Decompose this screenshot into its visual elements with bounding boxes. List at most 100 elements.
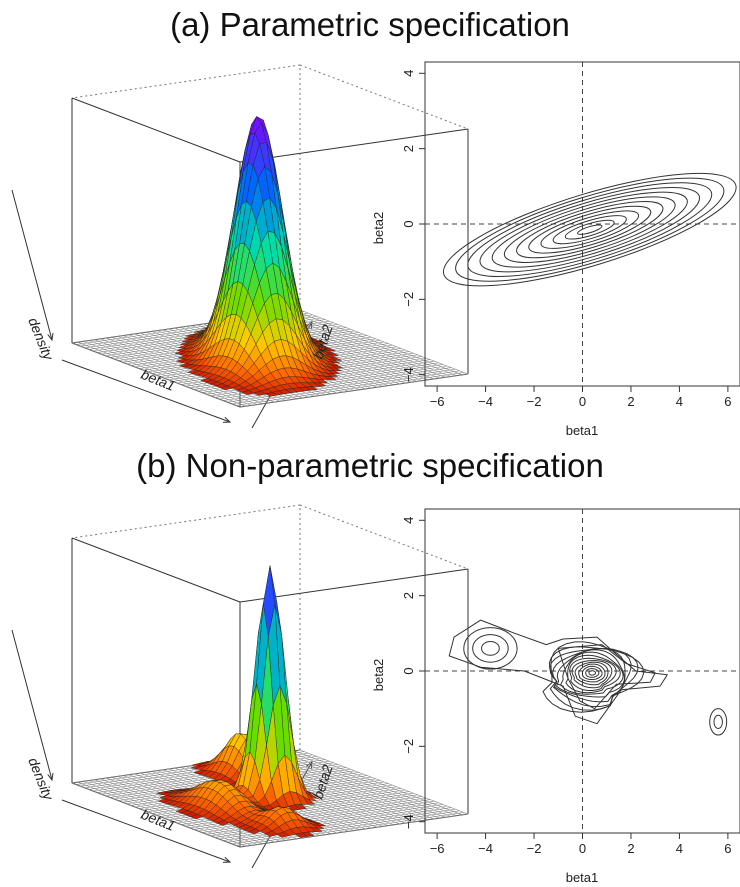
x-tick-label: 4 <box>676 394 683 409</box>
floor-grid-line <box>288 751 457 816</box>
floor-grid-line <box>288 311 457 376</box>
section-title-a: (a) Parametric specification <box>170 6 570 43</box>
contour-line <box>455 177 725 282</box>
y-tick-label: −2 <box>401 292 416 307</box>
contour-line <box>564 219 615 240</box>
floor-grid-line <box>223 367 452 401</box>
x-axis-arrow-head <box>222 416 232 423</box>
surface-mesh <box>156 565 326 838</box>
contour-line <box>578 663 606 683</box>
z-axis-arrow <box>11 629 53 781</box>
contour-line <box>569 657 617 691</box>
y-tick-label: 4 <box>401 517 416 524</box>
x-tick-label: −4 <box>478 841 493 856</box>
contour-line <box>491 191 688 268</box>
y-tick-label: 0 <box>401 220 416 227</box>
contour-line <box>528 205 652 254</box>
floor-grid-line <box>223 807 452 841</box>
x-tick-label: −2 <box>527 394 542 409</box>
contour-line <box>503 196 676 263</box>
z-axis-arrow-head <box>47 772 54 782</box>
contour-plot-parametric: −6 −4 −2 0 2 4 6 −4 −2 0 2 4 beta1 beta2 <box>371 61 740 438</box>
y-tick-label: 2 <box>401 145 416 152</box>
contour-line <box>709 708 728 736</box>
contour-line <box>540 210 640 249</box>
floor-grid-line <box>235 372 464 406</box>
contour-line <box>559 651 624 695</box>
floor-grid-line <box>277 753 446 818</box>
contour-line <box>516 201 664 259</box>
contour-line <box>565 654 621 694</box>
y-tick-label: −4 <box>401 367 416 382</box>
y-axis-label: beta2 <box>371 659 386 692</box>
section-title-b: (b) Non-parametric specification <box>136 447 604 484</box>
x-tick-label: 2 <box>627 394 634 409</box>
contour-lines <box>442 172 737 287</box>
y-axis-label: beta2 <box>371 212 386 245</box>
contour-line <box>549 647 632 708</box>
contour-line <box>472 634 509 663</box>
floor-grid-line <box>239 813 469 848</box>
contour-lines <box>448 619 728 736</box>
x-axis-arrow <box>61 359 231 423</box>
box-edge <box>71 64 301 99</box>
floor-grid-line <box>227 368 456 403</box>
contour-line <box>448 619 668 725</box>
contour-line <box>481 640 500 656</box>
contour-line <box>588 670 596 676</box>
contour-line <box>479 186 701 273</box>
x-tick-label: −6 <box>430 841 445 856</box>
floor-grid-line <box>235 812 464 846</box>
contour-line <box>552 215 627 245</box>
x-axis-label: beta1 <box>566 423 599 438</box>
contour-axes: −6 −4 −2 0 2 4 6 −4 −2 0 2 4 <box>401 61 740 409</box>
contour-line <box>542 641 645 713</box>
contour-line <box>574 661 609 686</box>
contour-line <box>463 627 518 670</box>
floor-grid-line <box>227 808 456 843</box>
box-edge <box>71 537 241 603</box>
surface-plot-parametric: density beta1 beta2 <box>11 64 469 429</box>
contour-line <box>577 224 603 235</box>
x-tick-label: 4 <box>676 841 683 856</box>
x-tick-label: 6 <box>724 841 731 856</box>
contour-line <box>467 182 713 278</box>
floor-grid-line <box>231 810 460 845</box>
box-edge <box>71 504 301 539</box>
floor-grid-line <box>282 312 452 377</box>
surface-patch <box>287 804 301 811</box>
y-tick-label: −4 <box>401 814 416 829</box>
contour-plot-nonparametric: −6 −4 −2 0 2 4 6 −4 −2 0 2 4 beta1 beta2 <box>371 508 740 885</box>
contour-line <box>585 667 600 678</box>
x-tick-label: 0 <box>579 841 586 856</box>
z-axis-arrow-head <box>47 332 54 342</box>
y-tick-label: 4 <box>401 70 416 77</box>
floor-grid-line <box>282 752 452 817</box>
box-edge <box>239 128 469 163</box>
contour-line <box>713 714 723 729</box>
surface-mesh <box>174 116 344 397</box>
x-tick-label: 6 <box>724 394 731 409</box>
y-tick-label: 2 <box>401 592 416 599</box>
contour-line <box>442 172 737 287</box>
floor-grid-line <box>271 753 440 819</box>
surface-patch <box>264 392 278 397</box>
x-tick-label: 0 <box>579 394 586 409</box>
floor-grid-line <box>218 805 448 840</box>
contour-line <box>557 644 656 710</box>
x-tick-label: −6 <box>430 394 445 409</box>
y-tick-label: 0 <box>401 667 416 674</box>
x-tick-label: 2 <box>627 841 634 856</box>
x-axis-label: beta1 <box>566 870 599 885</box>
contour-line <box>581 665 603 680</box>
box-edge <box>239 568 469 603</box>
contour-line <box>571 660 613 689</box>
x-axis-arrow <box>61 799 231 863</box>
floor-grid-line <box>294 750 463 816</box>
floor-grid-line <box>231 370 460 405</box>
surface-patch <box>276 831 290 838</box>
z-axis-arrow <box>11 189 53 341</box>
box-edge <box>71 97 241 163</box>
y-tick-label: −2 <box>401 739 416 754</box>
x-axis-arrow-head <box>222 856 232 863</box>
